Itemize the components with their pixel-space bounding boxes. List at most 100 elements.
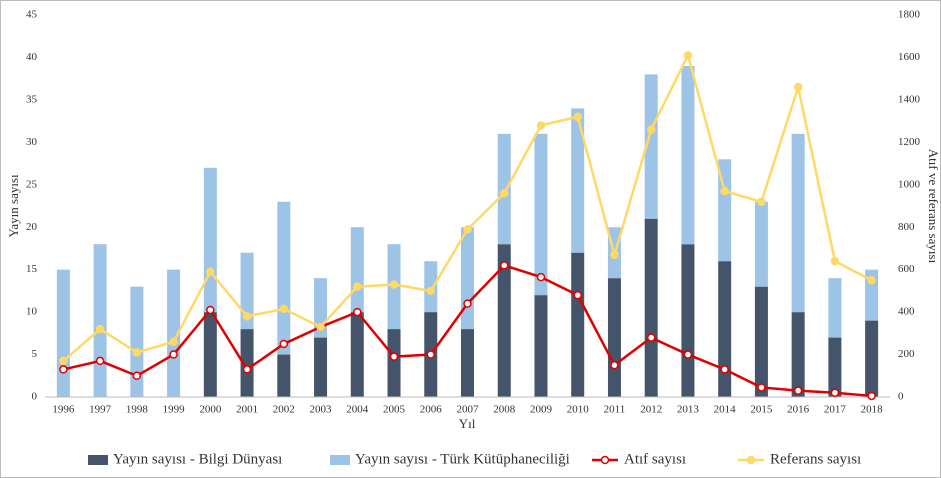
marker [426, 350, 436, 359]
bar [130, 286, 144, 397]
marker [793, 82, 803, 92]
y2-tick-label: 400 [898, 306, 915, 318]
bar [828, 278, 842, 338]
x-tick-label: 2007 [457, 404, 480, 416]
legend-swatch [330, 455, 350, 465]
marker [830, 388, 840, 398]
bar [644, 218, 658, 397]
y-axis-title: Yayın sayısı [6, 174, 21, 238]
marker [206, 267, 215, 277]
bar [167, 269, 181, 397]
y2-tick-label: 1800 [898, 9, 921, 21]
marker [132, 371, 142, 381]
bar [240, 252, 254, 330]
x-tick-label: 1997 [89, 404, 112, 416]
marker [59, 365, 68, 374]
y-tick-label: 45 [26, 9, 38, 21]
marker [536, 272, 546, 282]
bar [387, 329, 401, 397]
legend-label: Yayın sayısı - Türk Kütüphaneciliği [355, 451, 570, 467]
x-tick-label: 1998 [126, 404, 149, 416]
y-tick-label: 25 [26, 178, 38, 190]
x-tick-label: 2010 [567, 404, 590, 416]
marker [463, 225, 472, 234]
marker [353, 282, 362, 291]
marker [683, 350, 693, 359]
x-tick-label: 2017 [824, 404, 847, 416]
marker [610, 250, 619, 260]
bar [461, 329, 474, 397]
marker [95, 356, 105, 366]
bar [56, 269, 70, 397]
marker [132, 348, 142, 357]
marker [463, 299, 472, 308]
bar [240, 329, 254, 397]
marker [610, 360, 619, 370]
bar [681, 244, 695, 397]
bar [571, 252, 585, 397]
legend-label: Atıf sayısı [624, 451, 686, 467]
legend-marker [746, 455, 756, 465]
bar [203, 167, 217, 313]
x-axis-title: Yıl [459, 416, 476, 431]
marker [242, 312, 252, 321]
marker [169, 350, 178, 359]
marker [206, 305, 215, 315]
y2-axis-title: Atıf ve referans sayısı [926, 149, 941, 264]
y2-tick-label: 200 [898, 348, 915, 360]
bar [350, 227, 364, 313]
y2-tick-label: 1400 [898, 93, 921, 105]
bar [754, 286, 768, 397]
x-tick-label: 2005 [383, 404, 406, 416]
x-tick-label: 1996 [52, 404, 75, 416]
marker [279, 339, 289, 349]
marker [316, 322, 325, 332]
y-tick-label: 35 [26, 93, 38, 105]
bar [607, 278, 621, 397]
marker [830, 256, 840, 266]
y-tick-label: 40 [26, 51, 38, 63]
bar [571, 108, 585, 253]
y-tick-label: 10 [26, 306, 38, 318]
marker [867, 276, 876, 285]
y2-tick-label: 0 [898, 391, 904, 403]
y-tick-label: 15 [26, 263, 38, 275]
y2-tick-label: 800 [898, 221, 915, 233]
bar [644, 74, 658, 219]
bar [534, 133, 548, 296]
legend-marker [600, 455, 610, 465]
bar [314, 337, 328, 397]
x-tick-label: 2008 [493, 404, 516, 416]
x-tick-label: 2000 [199, 404, 222, 416]
bar [277, 201, 291, 355]
marker [646, 125, 656, 134]
x-tick-label: 2012 [640, 404, 662, 416]
marker [169, 337, 178, 347]
marker [793, 386, 803, 395]
x-tick-label: 2014 [714, 404, 737, 416]
marker [536, 121, 546, 130]
x-tick-label: 2011 [604, 404, 626, 416]
marker [757, 383, 766, 392]
x-tick-label: 2003 [310, 404, 333, 416]
bar [681, 65, 695, 245]
x-tick-label: 2002 [273, 404, 295, 416]
x-tick-label: 2009 [530, 404, 553, 416]
bar [203, 312, 217, 397]
y-tick-label: 20 [26, 221, 38, 233]
marker [573, 112, 582, 122]
bar [350, 312, 364, 397]
legend-label: Yayın sayısı - Bilgi Dünyası [113, 451, 282, 467]
y-tick-label: 0 [32, 391, 38, 403]
x-tick-label: 2004 [346, 404, 369, 416]
legend-label: Referans sayısı [770, 451, 861, 467]
legend-swatch [88, 455, 108, 465]
marker [95, 324, 105, 334]
y2-tick-label: 1000 [898, 178, 921, 190]
marker [499, 189, 509, 198]
y-tick-label: 5 [32, 348, 38, 360]
marker [573, 290, 582, 300]
bar [865, 320, 879, 397]
marker [389, 280, 399, 289]
